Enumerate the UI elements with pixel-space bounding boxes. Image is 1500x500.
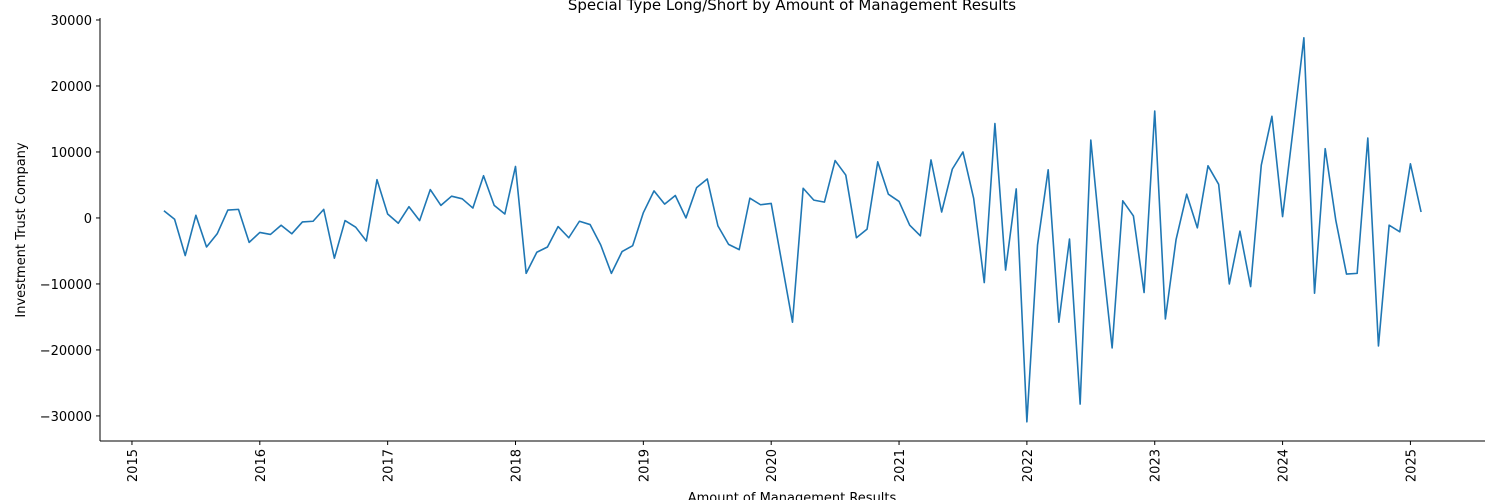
- x-tick-label: 2015: [126, 449, 141, 482]
- x-tick-label: 2016: [254, 449, 269, 482]
- x-axis-label: Amount of Management Results: [688, 491, 897, 500]
- y-axis-label: Investment Trust Company: [14, 142, 29, 318]
- x-tick-label: 2025: [1404, 449, 1419, 482]
- x-tick-label: 2022: [1021, 449, 1036, 482]
- chart-title: Special Type Long/Short by Amount of Man…: [568, 0, 1016, 14]
- y-tick-label: −10000: [40, 278, 92, 293]
- x-tick-label: 2019: [637, 449, 652, 482]
- y-tick-label: 30000: [51, 14, 92, 29]
- y-tick-label: 0: [84, 212, 92, 227]
- y-tick-label: −30000: [40, 410, 92, 425]
- x-tick-label: 2024: [1277, 449, 1292, 482]
- y-tick-label: −20000: [40, 344, 92, 359]
- x-tick-label: 2020: [765, 449, 780, 482]
- y-tick-label: 10000: [51, 146, 92, 161]
- x-tick-label: 2021: [893, 449, 908, 482]
- x-tick-label: 2017: [382, 449, 397, 482]
- line-series: [163, 37, 1422, 423]
- x-tick-label: 2023: [1149, 449, 1164, 482]
- y-tick-label: 20000: [51, 80, 92, 95]
- x-tick-label: 2018: [510, 449, 525, 482]
